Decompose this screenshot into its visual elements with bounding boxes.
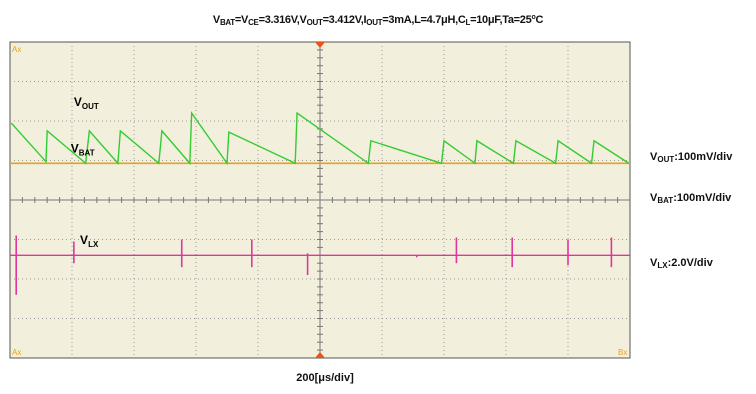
test-conditions-title: VBAT=VCE=3.316V,VOUT=3.412V,IOUT=3mA,L=4…	[212, 14, 544, 27]
vlx-trace-label: VLX	[80, 233, 99, 249]
trigger-marker-top	[315, 42, 325, 48]
vout-trace-label: VOUT	[74, 95, 99, 111]
vout-trace	[10, 111, 630, 166]
vlx-scale-label: VLX:2.0V/div	[650, 257, 713, 270]
corner-mark-bottom-right: Bx	[618, 348, 627, 357]
corner-mark-bottom-left: Ax	[12, 348, 21, 357]
vbat-trace-label: VBAT	[71, 142, 95, 158]
vout-scale-label: VOUT:100mV/div	[650, 151, 733, 164]
vbat-scale-label: VBAT:100mV/div	[650, 192, 732, 205]
trigger-marker-bottom	[315, 352, 325, 358]
time-scale-label: 200[μs/div]	[296, 372, 354, 384]
corner-mark-top-left: Ax	[12, 45, 21, 54]
